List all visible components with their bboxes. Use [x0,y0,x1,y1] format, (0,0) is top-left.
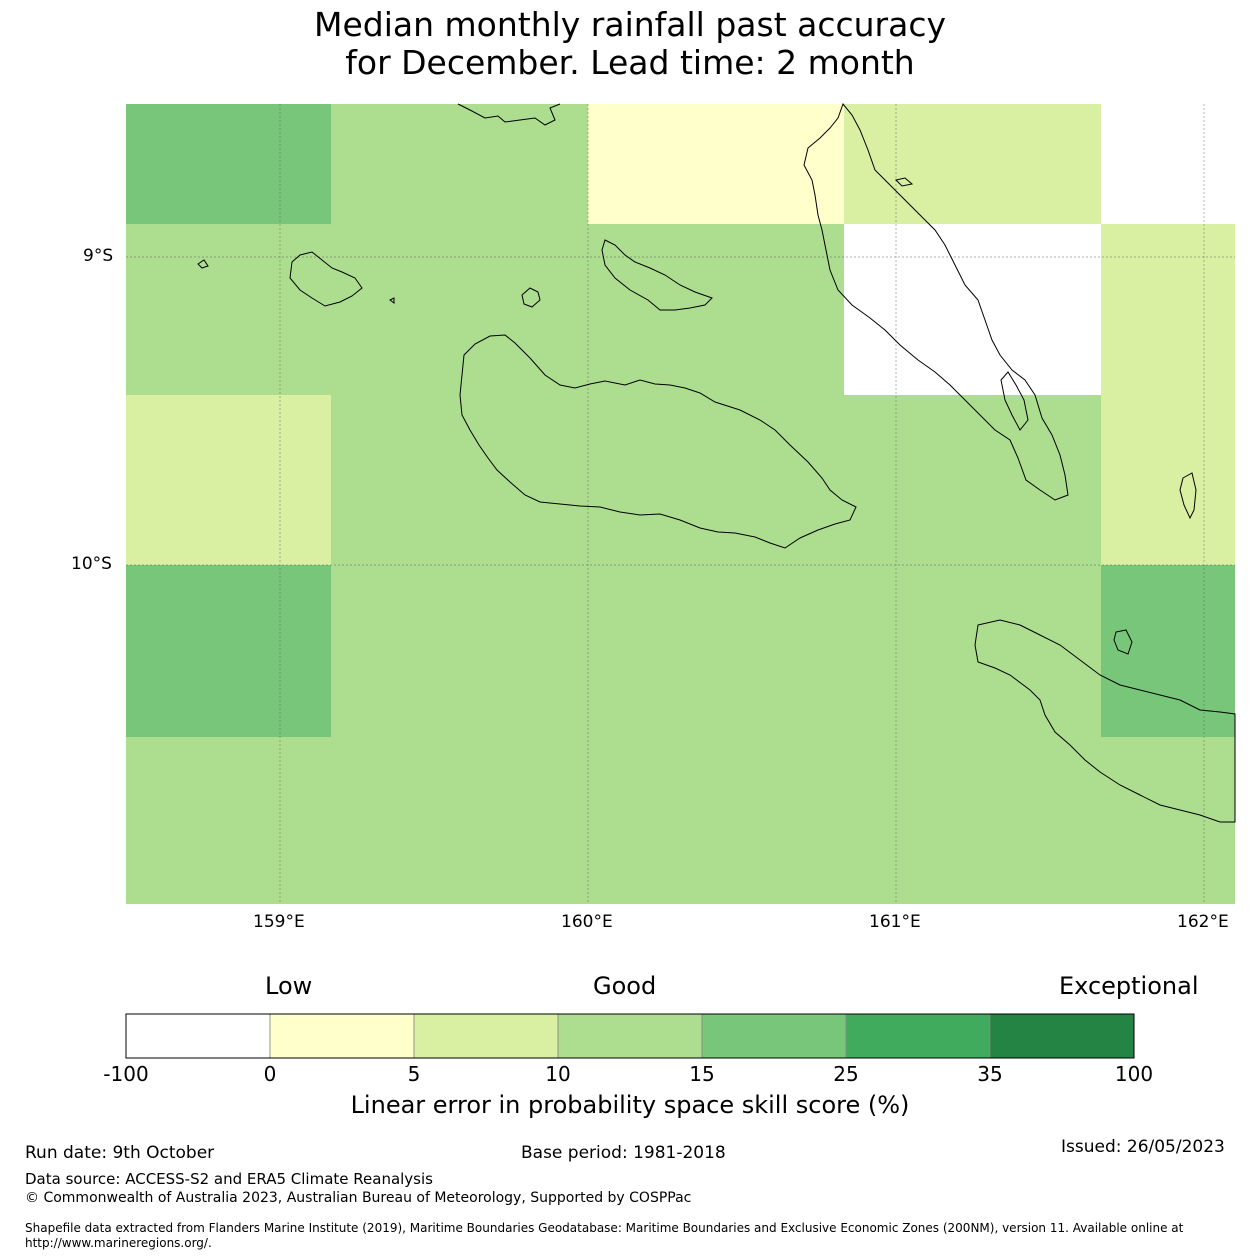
grid-cell [1101,104,1235,224]
lat-label-10s: 10°S [71,554,112,574]
colorbar-tick: 25 [833,1062,859,1086]
coastlines [197,102,1236,823]
grid-cell [588,104,844,224]
savo-coastline [521,287,541,308]
lon-label-160e: 160°E [561,912,613,932]
graticule [126,104,1235,904]
colorbar-category-exceptional: Exceptional [1059,972,1199,1000]
colorbar-tick: 100 [1114,1062,1154,1086]
colorbar-swatch [413,1013,559,1059]
colorbar-category-low: Low [265,972,313,1000]
shapefile-credit-line-1: Shapefile data extracted from Flanders M… [25,1221,1184,1235]
colorbar-category-good: Good [593,972,657,1000]
colorbar-label: Linear error in probability space skill … [350,1091,910,1119]
colorbar-tick: 35 [977,1062,1003,1086]
colorbar-swatch [125,1013,271,1059]
grid-cell [1101,565,1235,737]
title-line-2: for December. Lead time: 2 month [345,43,915,82]
lon-label-161e: 161°E [869,912,921,932]
florida-islands-coastline [601,239,713,311]
colorbar-tick: 5 [407,1062,421,1086]
data-source: Data source: ACCESS-S2 and ERA5 Climate … [25,1170,433,1188]
shapefile-credit-line-2: http://www.marineregions.org/. [25,1236,212,1250]
issued-date: Issued: 26/05/2023 [1061,1137,1225,1157]
grid-cell [126,224,844,395]
grid-cell [331,395,1101,565]
grid-cell [331,565,1101,737]
ulawa-island [1113,629,1133,655]
grid-cell [1101,224,1235,565]
grid-cell [126,104,331,224]
chart-title: Median monthly rainfall past accuracy fo… [0,6,1260,82]
russell-islands-coastline [289,251,363,307]
lon-label-162e: 162°E [1177,912,1229,932]
islet-b [389,297,395,304]
grid-cell [126,395,331,565]
colorbar-swatch [269,1013,415,1059]
grid-cell [126,565,331,737]
colorbar-tick: 10 [545,1062,571,1086]
copyright: © Commonwealth of Australia 2023, Austra… [25,1190,692,1206]
colorbar-tick: 15 [689,1062,715,1086]
lon-label-159e: 159°E [253,912,305,932]
skill-grid [126,104,1235,904]
title-line-1: Median monthly rainfall past accuracy [313,5,947,44]
lat-label-9s: 9°S [83,246,114,266]
colorbar-frame [125,1013,1135,1059]
grid-cell [844,104,1101,224]
colorbar-tick: 0 [263,1062,277,1086]
colorbar-swatch [989,1013,1135,1059]
grid-cell [844,224,1101,395]
makira-coastline [974,619,1236,823]
islet-a [895,177,914,187]
grid-cell [331,104,588,224]
small-island-west [197,259,209,269]
colorbar-swatch [845,1013,991,1059]
base-period: Base period: 1981-2018 [521,1143,726,1163]
small-island-north [457,103,561,126]
malaita-coastline [803,102,1069,501]
colorbar-swatch [701,1013,847,1059]
colorbar-tick: -100 [103,1062,149,1086]
colorbar-swatch [557,1013,703,1059]
grid-cell [126,737,1235,904]
guadalcanal-coastline [459,334,857,549]
run-date: Run date: 9th October [25,1143,215,1163]
small-island-east [1179,472,1197,520]
maramasike-islet [1000,371,1029,431]
